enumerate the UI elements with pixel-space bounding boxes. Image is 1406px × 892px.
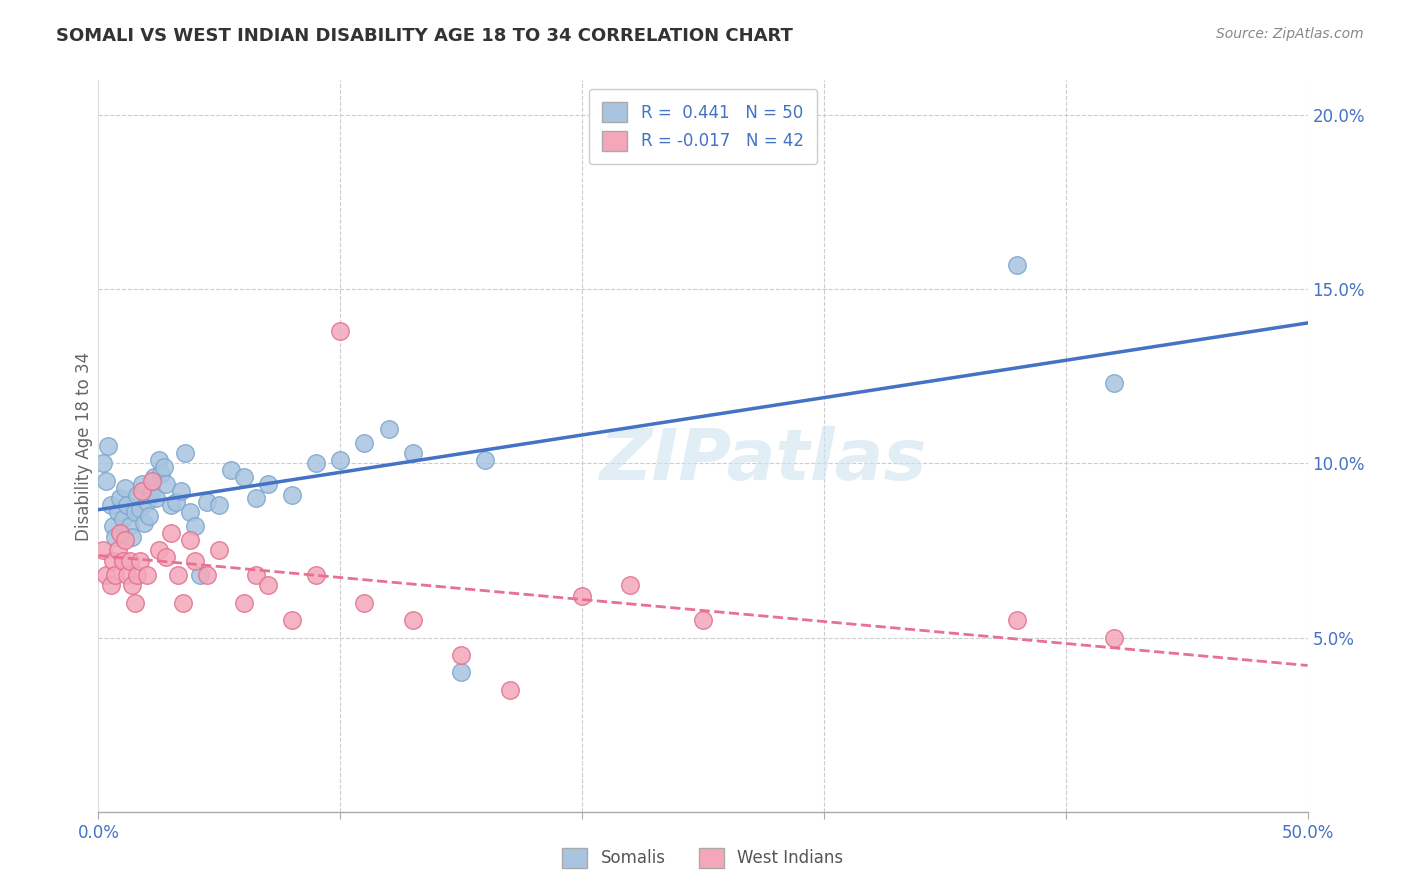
Point xyxy=(179,505,201,519)
Point xyxy=(138,508,160,523)
Point xyxy=(208,543,231,558)
Point xyxy=(131,477,153,491)
Y-axis label: Disability Age 18 to 34: Disability Age 18 to 34 xyxy=(75,351,93,541)
Point xyxy=(1102,631,1125,645)
Point xyxy=(128,554,150,568)
Point xyxy=(692,613,714,627)
Point xyxy=(1007,613,1029,627)
Point xyxy=(124,505,146,519)
Point xyxy=(117,567,139,582)
Point xyxy=(117,498,139,512)
Point xyxy=(111,554,134,568)
Point xyxy=(108,526,131,541)
Point xyxy=(135,494,157,508)
Point xyxy=(188,567,211,582)
Point xyxy=(141,484,163,499)
Point xyxy=(143,470,166,484)
Point xyxy=(1102,376,1125,391)
Point xyxy=(498,682,520,697)
Point xyxy=(148,543,170,558)
Point xyxy=(377,421,399,435)
Point xyxy=(305,567,328,582)
Point xyxy=(450,665,472,680)
Point xyxy=(91,543,114,558)
Point xyxy=(121,530,143,544)
Point xyxy=(1007,258,1029,272)
Point xyxy=(221,463,243,477)
Point xyxy=(245,491,267,506)
Point xyxy=(256,477,278,491)
Point xyxy=(169,484,191,499)
Legend: Somalis, West Indians: Somalis, West Indians xyxy=(555,841,851,875)
Point xyxy=(114,481,136,495)
Point xyxy=(94,567,117,582)
Point xyxy=(172,596,194,610)
Point xyxy=(114,533,136,547)
Point xyxy=(108,491,131,506)
Point xyxy=(353,435,375,450)
Point xyxy=(121,578,143,592)
Point xyxy=(195,567,218,582)
Point xyxy=(141,474,163,488)
Point xyxy=(329,324,352,338)
Point xyxy=(148,453,170,467)
Text: Source: ZipAtlas.com: Source: ZipAtlas.com xyxy=(1216,27,1364,41)
Point xyxy=(100,498,122,512)
Legend: R =  0.441   N = 50, R = -0.017   N = 42: R = 0.441 N = 50, R = -0.017 N = 42 xyxy=(589,88,817,164)
Point xyxy=(571,589,593,603)
Point xyxy=(184,519,207,533)
Point xyxy=(145,491,167,506)
Point xyxy=(104,567,127,582)
Point xyxy=(101,554,124,568)
Point xyxy=(97,439,120,453)
Point xyxy=(474,453,496,467)
Text: ZIPatlas: ZIPatlas xyxy=(600,426,927,495)
Point xyxy=(107,505,129,519)
Point xyxy=(128,501,150,516)
Point xyxy=(281,613,304,627)
Point xyxy=(174,446,197,460)
Point xyxy=(104,530,127,544)
Point xyxy=(245,567,267,582)
Point xyxy=(232,470,254,484)
Point xyxy=(450,648,472,662)
Point xyxy=(127,488,149,502)
Point xyxy=(184,554,207,568)
Point xyxy=(155,550,177,565)
Point xyxy=(353,596,375,610)
Point xyxy=(111,512,134,526)
Point xyxy=(152,459,174,474)
Point xyxy=(107,543,129,558)
Point xyxy=(329,453,352,467)
Point xyxy=(167,567,190,582)
Point xyxy=(124,596,146,610)
Point xyxy=(127,567,149,582)
Point xyxy=(155,477,177,491)
Point xyxy=(179,533,201,547)
Point xyxy=(101,519,124,533)
Point xyxy=(94,474,117,488)
Point xyxy=(619,578,641,592)
Point xyxy=(150,467,173,481)
Point xyxy=(402,446,425,460)
Point xyxy=(195,494,218,508)
Point xyxy=(131,484,153,499)
Point xyxy=(160,498,183,512)
Point xyxy=(232,596,254,610)
Point xyxy=(281,488,304,502)
Point xyxy=(256,578,278,592)
Point xyxy=(100,578,122,592)
Point xyxy=(118,554,141,568)
Text: SOMALI VS WEST INDIAN DISABILITY AGE 18 TO 34 CORRELATION CHART: SOMALI VS WEST INDIAN DISABILITY AGE 18 … xyxy=(56,27,793,45)
Point xyxy=(160,526,183,541)
Point xyxy=(208,498,231,512)
Point xyxy=(135,567,157,582)
Point xyxy=(134,516,156,530)
Point xyxy=(165,494,187,508)
Point xyxy=(402,613,425,627)
Point xyxy=(118,519,141,533)
Point xyxy=(305,457,328,471)
Point xyxy=(91,457,114,471)
